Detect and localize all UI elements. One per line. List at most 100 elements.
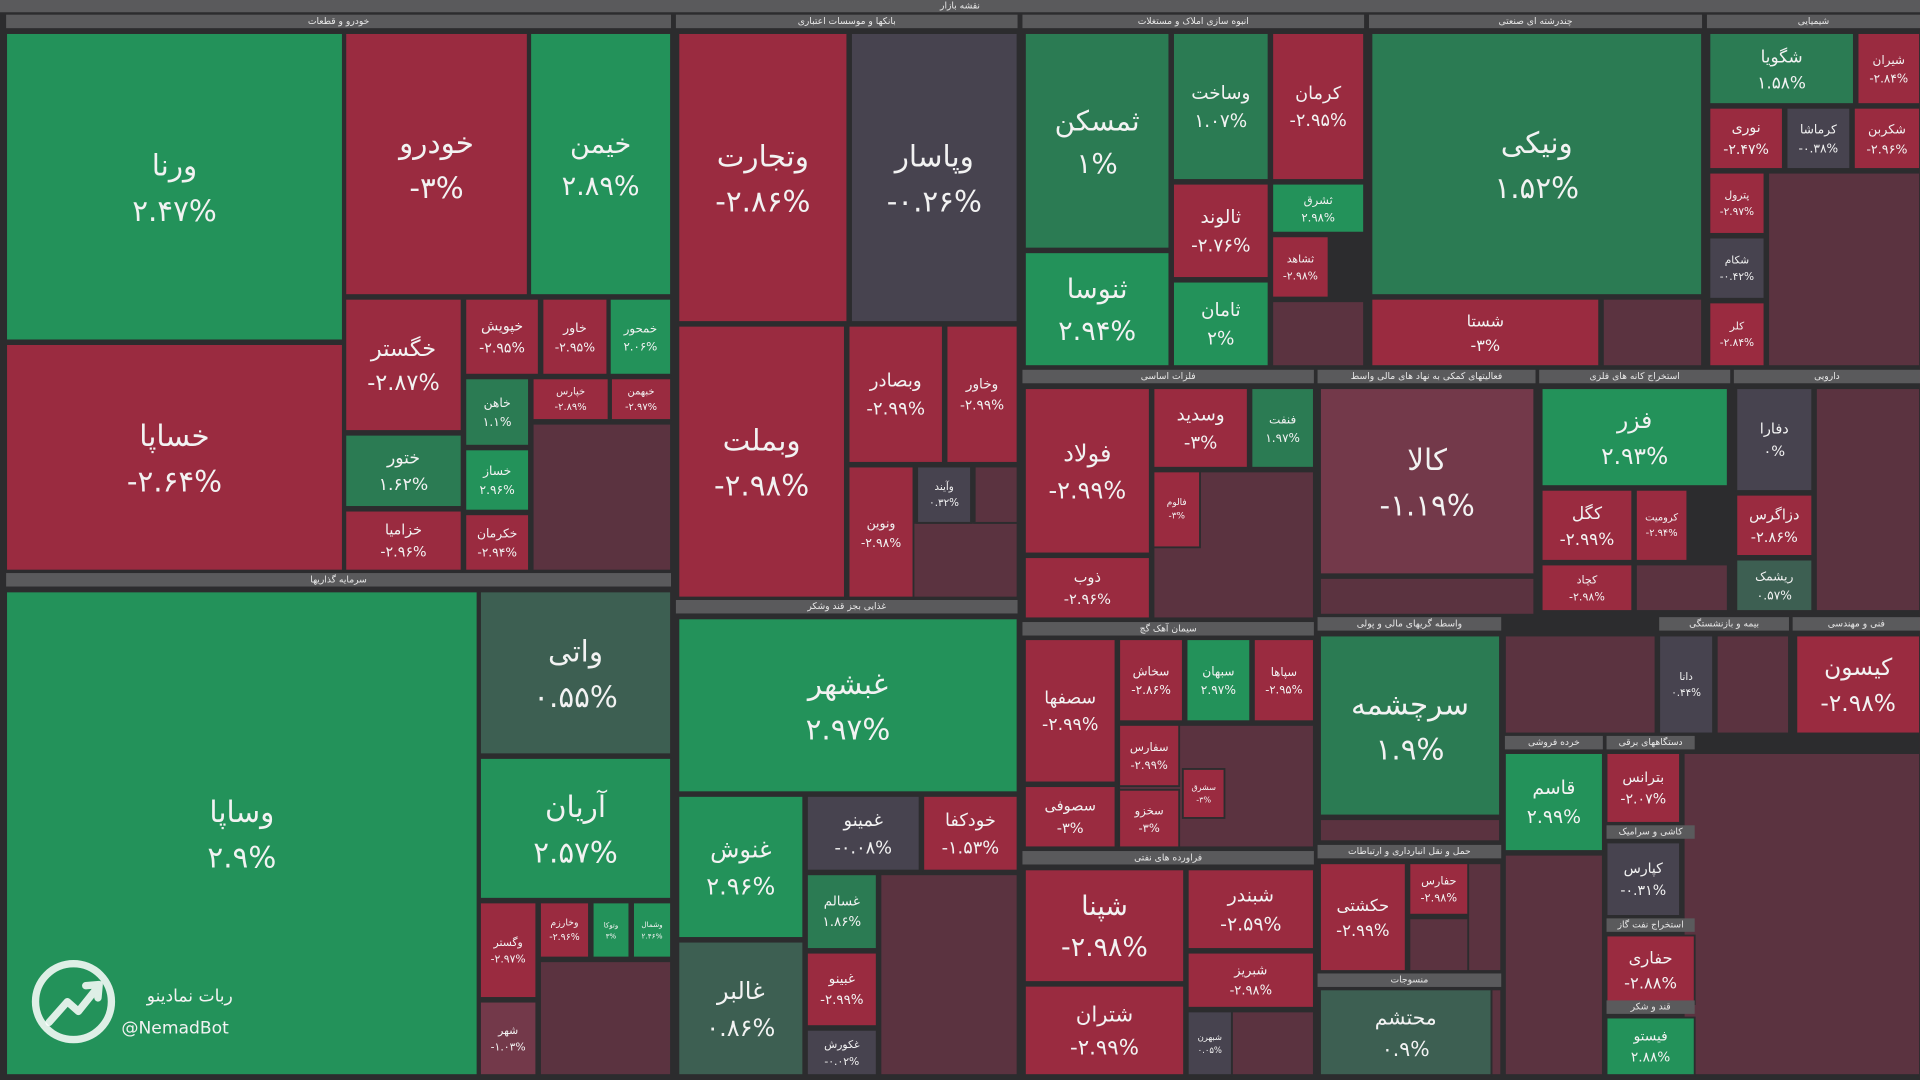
tile-change: -۲.۹۹% [960, 397, 1004, 413]
sector-header [1317, 369, 1536, 384]
tile-change: -۲.۹۷% [491, 953, 526, 966]
tile-symbol: غبشهر [806, 667, 888, 701]
tile [677, 32, 849, 323]
tile-change: -۲.۶۴% [127, 464, 222, 498]
tile-symbol: غکورش [824, 1038, 860, 1051]
tile-symbol: وتوکا [604, 920, 619, 929]
tile [1186, 951, 1315, 1009]
tile [1023, 387, 1151, 555]
tile-symbol: کچاد [1577, 573, 1598, 586]
sector-header [6, 573, 672, 587]
tile-change: ۲.۹% [207, 840, 276, 874]
tile-symbol: حفارس [1421, 874, 1456, 888]
tile-change: ۱.۰۷% [1194, 111, 1247, 132]
sector-title: واسطه گریهای مالی و پولی [1357, 617, 1462, 629]
filler-tile [1601, 297, 1703, 368]
tile [529, 32, 672, 297]
tile-change: -۲.۹۶% [1866, 141, 1907, 156]
tile-symbol: بترانس [1622, 770, 1664, 786]
tile [1735, 493, 1814, 557]
tile-change: ۲.۹۷% [806, 712, 891, 746]
tile-change: -۰.۴۲% [1720, 271, 1754, 283]
tile-symbol: شپنا [1081, 891, 1128, 922]
tile [1172, 280, 1270, 368]
tile [1852, 106, 1920, 170]
tile-change: -۲.۹۹% [1560, 529, 1615, 549]
tile [539, 901, 590, 959]
tile [1708, 32, 1855, 105]
tile-change: -۲.۹۸% [1230, 983, 1272, 998]
tile-symbol: غمینو [843, 810, 883, 831]
filler-tile [1682, 752, 1920, 1077]
sector-title: بیمه و بازنشستگی [1689, 617, 1759, 629]
tile [1540, 563, 1634, 612]
sector-title: استخراج کانه های فلزی [1590, 371, 1680, 382]
tile [464, 513, 530, 572]
sector-title: حمل و نقل انبارداری و ارتباطات [1348, 846, 1471, 857]
tile [608, 297, 672, 376]
tile-change: -۲.۹۸% [714, 469, 809, 503]
tile [677, 940, 805, 1077]
tile-change: -۲.۹۴% [477, 545, 517, 559]
tile [464, 297, 540, 376]
tile-change: ۱.۱% [483, 415, 512, 429]
tile-change: -۱.۱۹% [1380, 488, 1475, 522]
tile-change: -۲.۹۹% [866, 399, 925, 420]
filler-tile [1490, 988, 1503, 1077]
tile [1605, 841, 1681, 917]
tile-symbol: ریشمک [1755, 569, 1793, 584]
tile [1185, 638, 1252, 723]
tile-symbol: فولاد [1063, 440, 1111, 468]
tile-change: ۰.۴۴% [1671, 687, 1701, 699]
tile [1023, 32, 1171, 250]
tile-change: -۳% [1057, 820, 1084, 837]
tile-symbol: سپاها [1271, 665, 1297, 679]
watermark-title: ربات نمادینو [146, 987, 233, 1007]
tile [1658, 634, 1714, 735]
tile [1118, 788, 1181, 849]
sector-title: استخراج نفت گاز [1617, 919, 1684, 931]
tile-symbol: شهر [497, 1024, 518, 1037]
tile-change: ۳% [606, 931, 617, 940]
tile-symbol: کپارس [1624, 861, 1664, 877]
tile-change: -۲.۹۸% [1283, 269, 1318, 282]
watermark: ربات نمادینو @NemadBot [31, 960, 233, 1044]
tile [1023, 785, 1117, 849]
tile-symbol: محتشم [1375, 1006, 1437, 1030]
tile-symbol: وتجارت [717, 139, 809, 173]
tile-symbol: وشمال [641, 920, 662, 929]
tile-symbol: شکام [1725, 255, 1749, 267]
tile [344, 32, 529, 297]
tile-change: -۲.۸۶% [1751, 529, 1798, 546]
tile-change: -۲.۸۴% [1869, 71, 1908, 85]
tile-symbol: فالوم [1167, 498, 1187, 508]
sector-header [1317, 617, 1502, 631]
filler-tile [1815, 387, 1920, 612]
sector-title: دستگاههای برقی [1619, 736, 1683, 748]
tile-change: ۲.۸۹% [562, 171, 640, 202]
tile [632, 901, 672, 959]
tile-change: ۲.۸۸% [1631, 1050, 1670, 1066]
tile-symbol: ثالوند [1201, 207, 1242, 228]
tile-change: -۲.۹۸% [1061, 932, 1148, 963]
sector-header [1539, 369, 1731, 384]
tile [806, 795, 921, 872]
tile-change: ۰.۵۵% [533, 680, 618, 714]
tile-symbol: پترول [1725, 190, 1750, 202]
tile [1735, 387, 1814, 492]
sector-header [1317, 973, 1502, 987]
sector-title: فراورده های نفتی [1134, 852, 1202, 863]
tile-symbol: حکشتی [1337, 896, 1390, 915]
tile [464, 448, 530, 512]
tile-symbol: خودکفا [945, 810, 996, 831]
tile-symbol: کروميت [1645, 513, 1678, 524]
tile [1186, 1010, 1233, 1077]
tile-change: -۲.۹۹% [1131, 758, 1168, 772]
tile [1795, 634, 1920, 735]
filler-tile [1467, 862, 1503, 972]
tile-symbol: سصفها [1044, 688, 1096, 708]
tile [1735, 558, 1814, 612]
tile-change: -۲.۹۶% [380, 544, 426, 560]
tile [610, 377, 672, 421]
tile [1271, 235, 1330, 299]
